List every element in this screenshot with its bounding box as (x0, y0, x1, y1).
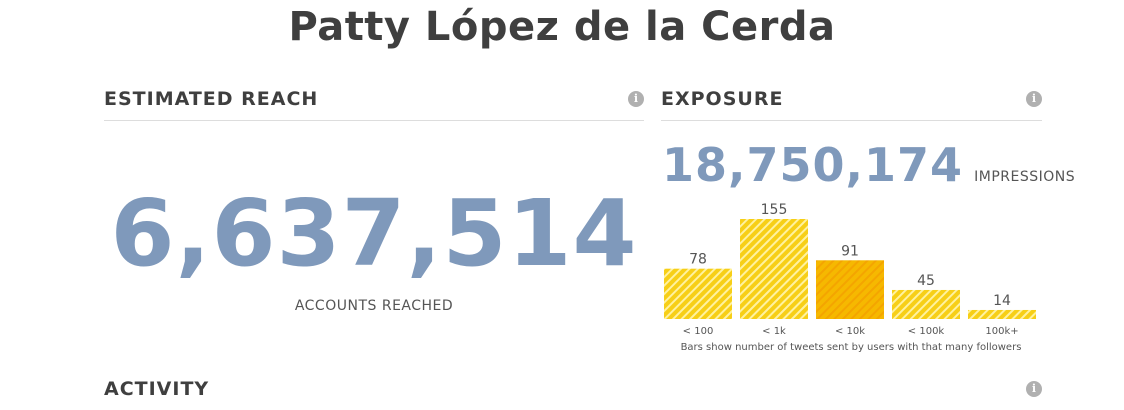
bar-value-label: 14 (993, 293, 1011, 309)
bar-3[interactable] (892, 289, 960, 319)
activity-heading: ACTIVITY (104, 378, 210, 400)
activity-header: ACTIVITY i (104, 370, 1042, 410)
exposure-header: EXPOSURE i (661, 80, 1042, 121)
bar-4[interactable] (968, 309, 1036, 319)
bar-0[interactable] (664, 268, 732, 319)
accounts-reached-label: ACCOUNTS REACHED (294, 298, 454, 314)
impressions-value: 18,750,174 (662, 138, 964, 192)
followers-bar-chart: 78 < 100 155 < 1k 91 < 10k 45 < 100k 14 100k+ (664, 202, 1036, 337)
info-icon[interactable]: i (1026, 91, 1042, 107)
bar-2[interactable] (816, 260, 884, 319)
x-tick-label: 100k+ (985, 326, 1018, 337)
bar-1[interactable] (740, 219, 808, 319)
impressions-label: IMPRESSIONS (974, 169, 1076, 185)
page-title: Patty López de la Cerda (288, 4, 836, 50)
bar-value-label: 78 (689, 252, 707, 268)
exposure-heading: EXPOSURE (661, 88, 784, 110)
estimated-reach-heading: ESTIMATED REACH (104, 88, 319, 110)
bar-value-label: 45 (917, 273, 935, 289)
estimated-reach-header: ESTIMATED REACH i (104, 80, 644, 121)
x-tick-label: < 100 (683, 326, 714, 337)
chart-caption: Bars show number of tweets sent by users… (680, 342, 1022, 353)
info-icon[interactable]: i (628, 91, 644, 107)
bar-value-label: 91 (841, 243, 859, 259)
x-tick-label: < 10k (835, 326, 865, 337)
x-tick-label: < 1k (762, 326, 786, 337)
accounts-reached-value: 6,637,514 (110, 180, 638, 287)
impressions-row: 18,750,174 IMPRESSIONS (662, 142, 1075, 188)
info-icon[interactable]: i (1026, 381, 1042, 397)
x-tick-label: < 100k (908, 326, 945, 337)
bar-value-label: 155 (761, 202, 788, 218)
